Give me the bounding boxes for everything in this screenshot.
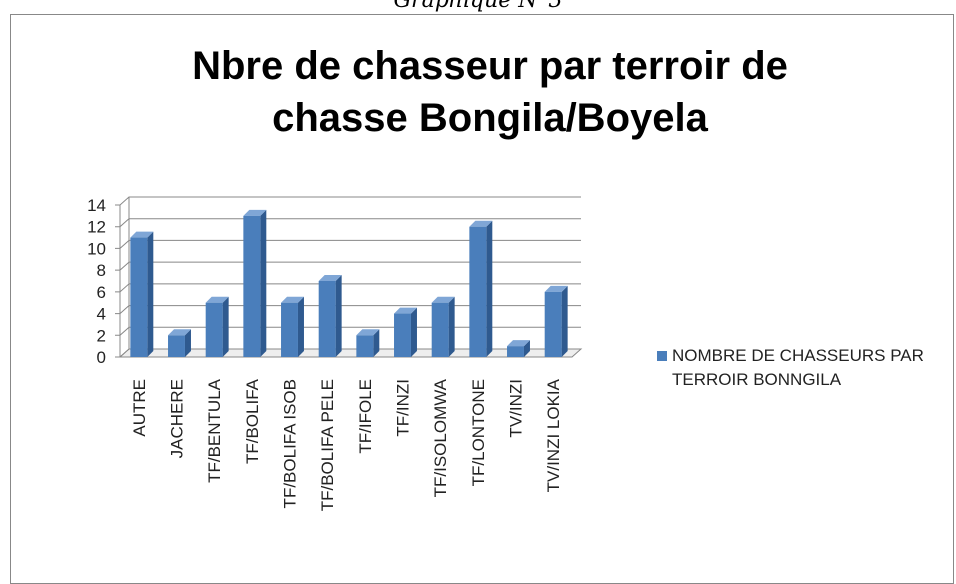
bar-top: [243, 209, 267, 216]
bar: [507, 346, 524, 357]
y-tick-label: 10: [87, 239, 106, 258]
x-tick-label: TV/INZI: [507, 379, 526, 438]
bar-top: [507, 340, 530, 347]
grid-line: [115, 196, 581, 206]
x-tick-label: TF/BENTULA: [205, 378, 224, 483]
grid-line: [115, 261, 581, 271]
bar: [356, 335, 374, 357]
bar: [469, 226, 487, 357]
bar-side: [410, 307, 417, 357]
bar: [243, 215, 261, 357]
y-tick-label: 8: [97, 261, 106, 280]
bar-top: [469, 220, 493, 227]
x-tick-label: AUTRE: [130, 379, 149, 437]
grid-line: [115, 305, 581, 315]
bar-side: [335, 275, 342, 357]
bar-top: [544, 285, 568, 292]
legend-swatch: [657, 351, 667, 361]
bar-side: [147, 231, 154, 357]
x-tick-label: JACHERE: [168, 379, 187, 458]
bar: [431, 302, 449, 357]
bar-side: [373, 329, 380, 357]
x-tick-label: TF/BOLIFA ISOB: [281, 379, 300, 508]
bar: [394, 313, 411, 357]
x-tick-label: TF/LONTONE: [469, 379, 488, 486]
bar-side: [448, 296, 455, 357]
x-tick-label: TF/IFOLE: [356, 379, 375, 454]
x-tick-label: TF/BOLIFA PELE: [318, 379, 337, 511]
grid-line: [115, 283, 581, 293]
bar-top: [205, 296, 229, 303]
grid-line: [115, 348, 581, 358]
caption: Graphique N°3: [393, 0, 563, 13]
grid-line: [115, 326, 581, 336]
bar-side: [297, 296, 304, 357]
chart-title: Nbre de chasseur par terroir de chasse B…: [192, 44, 788, 140]
y-tick-label: 6: [97, 283, 106, 302]
bar: [318, 281, 336, 357]
x-tick-label: TF/INZI: [394, 379, 413, 437]
x-tick-label: TF/BOLIFA: [243, 378, 262, 464]
bar-side: [523, 340, 530, 357]
bar: [205, 302, 223, 357]
bar: [544, 291, 562, 357]
grid-line: [115, 218, 581, 228]
x-tick-label: TF/ISOLOMWA: [431, 378, 450, 497]
y-tick-label: 14: [87, 196, 106, 215]
legend-label: NOMBRE DE CHASSEURS PAR TERROIR BONNGILA: [672, 346, 924, 389]
y-tick-label: 0: [97, 348, 106, 367]
bar-top: [281, 296, 304, 303]
bar-top: [356, 329, 380, 336]
bar-side: [561, 285, 568, 357]
back-wall: [128, 197, 581, 350]
bar: [130, 237, 148, 357]
bar-top: [130, 231, 154, 238]
bar-top: [168, 329, 191, 336]
bar-side: [260, 209, 267, 357]
bar-side: [486, 220, 493, 357]
y-tick-label: 2: [97, 326, 106, 345]
bar-top: [431, 296, 455, 303]
grid-line: [115, 239, 581, 249]
bar-side: [184, 329, 191, 357]
x-tick-label: TV/INZI LOKIA: [544, 378, 563, 492]
bar-top: [394, 307, 417, 314]
bar: [168, 335, 185, 357]
bar-top: [318, 275, 342, 281]
bar-side: [222, 296, 229, 357]
y-tick-label: 12: [87, 218, 106, 237]
y-tick-label: 4: [97, 305, 106, 324]
bar: [281, 302, 298, 357]
